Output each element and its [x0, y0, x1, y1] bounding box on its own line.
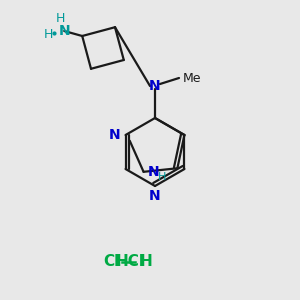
Text: H: H	[140, 254, 153, 269]
Text: N: N	[149, 189, 161, 203]
Text: N: N	[109, 128, 121, 142]
Text: H: H	[158, 172, 166, 182]
Text: N: N	[149, 79, 161, 93]
Text: N: N	[58, 24, 70, 38]
Text: H: H	[44, 28, 53, 41]
Text: N: N	[148, 165, 159, 179]
Text: Cl: Cl	[104, 254, 120, 269]
Text: Me: Me	[183, 71, 202, 85]
Text: H: H	[56, 13, 65, 26]
Text: HCl: HCl	[116, 254, 145, 269]
